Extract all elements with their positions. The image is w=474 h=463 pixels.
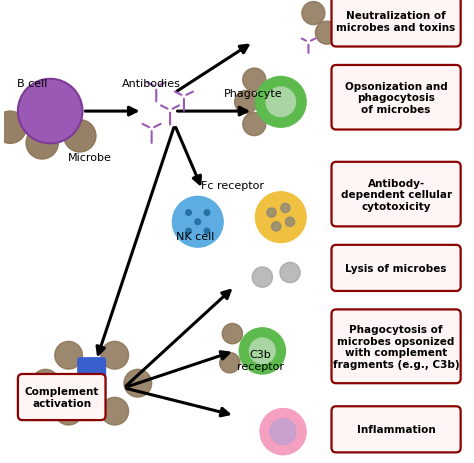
FancyBboxPatch shape: [331, 245, 461, 291]
Circle shape: [124, 369, 152, 397]
FancyBboxPatch shape: [331, 66, 461, 130]
Circle shape: [260, 409, 306, 455]
Circle shape: [204, 229, 210, 234]
Circle shape: [280, 263, 300, 283]
Circle shape: [249, 338, 275, 364]
FancyBboxPatch shape: [18, 374, 106, 420]
Circle shape: [270, 419, 296, 444]
Text: Phagocytosis of
microbes opsonized
with complement
fragments (e.g., C3b): Phagocytosis of microbes opsonized with …: [333, 324, 459, 369]
Text: Opsonization and
phagocytosis
of microbes: Opsonization and phagocytosis of microbe…: [345, 81, 447, 115]
Text: Complement
activation: Complement activation: [25, 387, 99, 408]
Text: Antibodies: Antibodies: [122, 79, 181, 89]
Circle shape: [267, 208, 276, 218]
Circle shape: [285, 218, 295, 227]
Text: Phagocyte: Phagocyte: [224, 88, 283, 99]
Text: Microbe: Microbe: [67, 153, 111, 163]
Circle shape: [239, 328, 285, 374]
Circle shape: [195, 219, 201, 225]
Text: Neutralization of
microbes and toxins: Neutralization of microbes and toxins: [337, 11, 456, 33]
Circle shape: [302, 3, 325, 25]
FancyBboxPatch shape: [331, 0, 461, 47]
FancyBboxPatch shape: [331, 407, 461, 452]
Circle shape: [272, 222, 281, 232]
Circle shape: [186, 229, 191, 234]
Circle shape: [0, 112, 27, 144]
Circle shape: [255, 77, 306, 128]
Text: Lysis of microbes: Lysis of microbes: [346, 263, 447, 273]
FancyBboxPatch shape: [331, 310, 461, 383]
Circle shape: [32, 369, 59, 397]
Circle shape: [222, 324, 243, 344]
Text: Inflammation: Inflammation: [357, 425, 436, 434]
Circle shape: [55, 397, 82, 425]
Circle shape: [219, 353, 240, 373]
Circle shape: [18, 80, 82, 144]
Circle shape: [315, 22, 338, 45]
Circle shape: [64, 120, 96, 153]
Circle shape: [266, 88, 295, 117]
Circle shape: [252, 268, 273, 288]
Circle shape: [101, 342, 128, 369]
Circle shape: [243, 69, 266, 92]
Text: NK cell: NK cell: [176, 231, 215, 241]
Circle shape: [26, 127, 58, 160]
Circle shape: [204, 210, 210, 216]
Text: Fc receptor: Fc receptor: [201, 181, 264, 190]
FancyBboxPatch shape: [331, 163, 461, 227]
Circle shape: [235, 91, 258, 114]
Text: Antibody-
dependent cellular
cytotoxicity: Antibody- dependent cellular cytotoxicit…: [340, 178, 452, 211]
Circle shape: [186, 210, 191, 216]
FancyBboxPatch shape: [78, 358, 106, 409]
Circle shape: [281, 204, 290, 213]
Circle shape: [55, 342, 82, 369]
Circle shape: [243, 113, 266, 136]
Circle shape: [173, 197, 223, 248]
Circle shape: [255, 193, 306, 243]
Text: C3b
receptor: C3b receptor: [237, 350, 283, 371]
Text: B cell: B cell: [17, 79, 47, 89]
Circle shape: [101, 397, 128, 425]
